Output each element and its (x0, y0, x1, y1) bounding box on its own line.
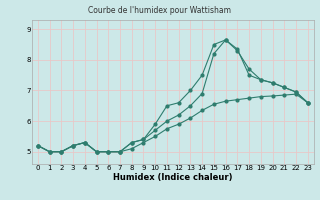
X-axis label: Humidex (Indice chaleur): Humidex (Indice chaleur) (113, 173, 233, 182)
Text: Courbe de l'humidex pour Wattisham: Courbe de l'humidex pour Wattisham (89, 6, 231, 15)
